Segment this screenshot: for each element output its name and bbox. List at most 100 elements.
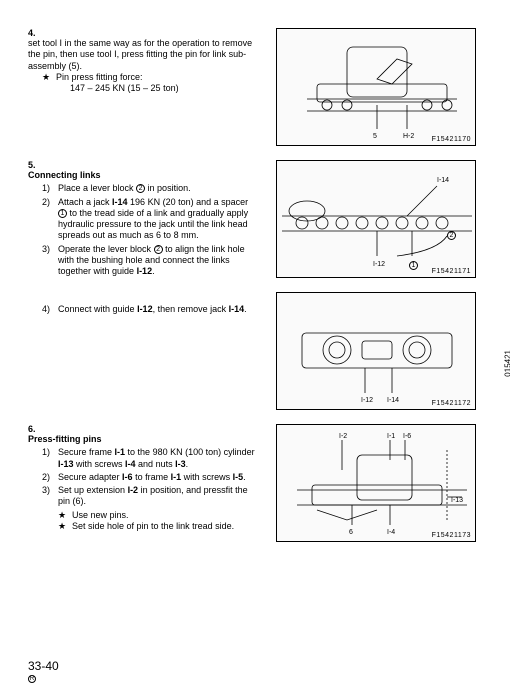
s6i1-b3: I-4 bbox=[125, 459, 136, 469]
fig2-l1: I-14 bbox=[437, 177, 449, 184]
fig3-code: F15421172 bbox=[432, 400, 471, 407]
page-number: 33-40 R bbox=[28, 659, 59, 683]
figure-2-col: I-14 2 I-12 1 F15421171 bbox=[276, 160, 476, 280]
fig1-code: F15421170 bbox=[432, 136, 471, 143]
step5-item3: 3) Operate the lever block 2 to align th… bbox=[42, 244, 256, 278]
section-6: 6. Press-fitting pins 1) Secure frame I-… bbox=[28, 424, 492, 544]
s6i2-b1: I-6 bbox=[122, 472, 133, 482]
fig4-l3: I-6 bbox=[403, 433, 411, 440]
s5i2-num: 2) bbox=[42, 197, 58, 242]
step5-item4: 4) Connect with guide I-12, then remove … bbox=[42, 304, 256, 315]
step4-num: 4. bbox=[28, 28, 42, 38]
step6-item1: 1) Secure frame I-1 to the 980 KN (100 t… bbox=[42, 447, 256, 470]
fig4-l2: I-1 bbox=[387, 433, 395, 440]
star-icon: ★ bbox=[58, 510, 72, 521]
s6i2-pre: Secure adapter bbox=[58, 472, 122, 482]
s5i4-pre: Connect with guide bbox=[58, 304, 137, 314]
section-5b: 4) Connect with guide I-12 , then remove … bbox=[28, 292, 492, 412]
s5i4-num: 4) bbox=[42, 304, 58, 315]
step6-text: 6. Press-fitting pins 1) Secure frame I-… bbox=[28, 424, 276, 544]
step6-star2: ★ Set side hole of pin to the link tread… bbox=[58, 521, 256, 532]
step5-item1: 1) Place a lever block 2 in position. bbox=[42, 183, 256, 194]
figure-4-svg bbox=[277, 425, 477, 543]
fig1-label-5: 5 bbox=[373, 133, 377, 140]
s5i2-post: to the tread side of a link and graduall… bbox=[58, 208, 248, 241]
fig3-l2: I-14 bbox=[387, 397, 399, 404]
s5i2-b1: I-14 bbox=[112, 197, 128, 207]
figure-3-col: I-12 I-14 F15421172 bbox=[276, 292, 476, 412]
s5i2-m1: 196 KN (20 ton) and a spacer bbox=[128, 197, 249, 207]
step6-list: 1) Secure frame I-1 to the 980 KN (100 t… bbox=[42, 447, 256, 507]
fig1-label-h2: H-2 bbox=[403, 133, 414, 140]
step4-text: 4. set tool I in the same way as for the… bbox=[28, 28, 276, 148]
s6i1-text: Secure frame I-1 to the 980 KN (100 ton)… bbox=[58, 447, 256, 470]
step4-star-text: Pin press fitting force: bbox=[56, 72, 143, 83]
fig4-l1: I-2 bbox=[339, 433, 347, 440]
fig2-l4: 1 bbox=[409, 261, 418, 270]
step5-body: Connecting links 1) Place a lever block … bbox=[28, 170, 256, 279]
figure-3: I-12 I-14 F15421172 bbox=[276, 292, 476, 410]
s5i3-num: 3) bbox=[42, 244, 58, 278]
s6i2-num: 2) bbox=[42, 472, 58, 483]
s6i1-pre: Secure frame bbox=[58, 447, 115, 457]
figure-1: 5 H-2 F15421170 bbox=[276, 28, 476, 146]
s6i2-end: . bbox=[243, 472, 246, 482]
figure-2: I-14 2 I-12 1 F15421171 bbox=[276, 160, 476, 278]
s6i1-end: . bbox=[186, 459, 189, 469]
fig4-l5: 6 bbox=[349, 529, 353, 536]
fig4-l4: I-13 bbox=[451, 497, 463, 504]
step6-num: 6. bbox=[28, 424, 42, 434]
s6i1-b1: I-1 bbox=[115, 447, 126, 457]
step5b-text: 4) Connect with guide I-12, then remove … bbox=[28, 292, 276, 412]
s6i2-b3: I-5 bbox=[233, 472, 244, 482]
s5i4-mid: , then remove jack bbox=[153, 304, 229, 314]
step5b-list: 4) Connect with guide I-12, then remove … bbox=[42, 304, 256, 315]
s5i4-b2: I-14 bbox=[229, 304, 245, 314]
s6i2-b2: I-1 bbox=[171, 472, 182, 482]
s5i3-circ: 2 bbox=[154, 245, 163, 254]
step6-title: Press-fitting pins bbox=[28, 434, 102, 444]
fig3-l1: I-12 bbox=[361, 397, 373, 404]
s6i3-pre: Set up extension bbox=[58, 485, 128, 495]
s6-star2-text: Set side hole of pin to the link tread s… bbox=[72, 521, 234, 532]
s5i2-pre: Attach a jack bbox=[58, 197, 112, 207]
figure-4: I-2 I-1 I-6 I-13 6 I-4 F15421173 bbox=[276, 424, 476, 542]
step5-item2: 2) Attach a jack I-14 196 KN (20 ton) an… bbox=[42, 197, 256, 242]
star-icon: ★ bbox=[58, 521, 72, 532]
s5i1-pre: Place a lever block bbox=[58, 183, 136, 193]
s6i3-b1: I-2 bbox=[128, 485, 139, 495]
side-code: 015421 bbox=[504, 350, 510, 377]
step4-body: set tool I in the same way as for the op… bbox=[28, 38, 256, 94]
figure-1-svg bbox=[277, 29, 477, 147]
step6-item3: 3) Set up extension I-2 in position, and… bbox=[42, 485, 256, 508]
s6i1-m3: and nuts bbox=[136, 459, 176, 469]
s6i2-m1: to frame bbox=[133, 472, 171, 482]
fig4-code: F15421173 bbox=[432, 532, 471, 539]
step5-title: Connecting links bbox=[28, 170, 101, 180]
s5i3-pre: Operate the lever block bbox=[58, 244, 154, 254]
s5i2-text: Attach a jack I-14 196 KN (20 ton) and a… bbox=[58, 197, 256, 242]
step5b-body: 4) Connect with guide I-12, then remove … bbox=[28, 302, 256, 317]
step6-body: Press-fitting pins 1) Secure frame I-1 t… bbox=[28, 434, 256, 532]
fig2-code: F15421171 bbox=[432, 268, 471, 275]
step5-text: 5. Connecting links 1) Place a lever blo… bbox=[28, 160, 276, 280]
step4-star: ★ Pin press fitting force: bbox=[42, 72, 256, 83]
fig2-l2: 2 bbox=[447, 231, 456, 240]
page-num-text: 33-40 bbox=[28, 659, 59, 673]
step4-desc: set tool I in the same way as for the op… bbox=[28, 38, 252, 71]
section-4: 4. set tool I in the same way as for the… bbox=[28, 28, 492, 148]
fig2-l3: I-12 bbox=[373, 261, 385, 268]
step6-item2: 2) Secure adapter I-6 to frame I-1 with … bbox=[42, 472, 256, 483]
figure-3-svg bbox=[277, 293, 477, 411]
s5i3-text: Operate the lever block 2 to align the l… bbox=[58, 244, 256, 278]
s6i1-m1: to the 980 KN (100 ton) cylinder bbox=[125, 447, 255, 457]
s5i1-text: Place a lever block 2 in position. bbox=[58, 183, 256, 194]
s6i1-b2: I-13 bbox=[58, 459, 74, 469]
page-mark: R bbox=[28, 675, 36, 683]
s5i3-b: I-12 bbox=[137, 266, 153, 276]
step6-star1: ★ Use new pins. bbox=[58, 510, 256, 521]
s6-star1-text: Use new pins. bbox=[72, 510, 129, 521]
s5i2-circ: 1 bbox=[58, 209, 67, 218]
s6i1-m2: with screws bbox=[74, 459, 126, 469]
star-icon: ★ bbox=[42, 72, 56, 83]
